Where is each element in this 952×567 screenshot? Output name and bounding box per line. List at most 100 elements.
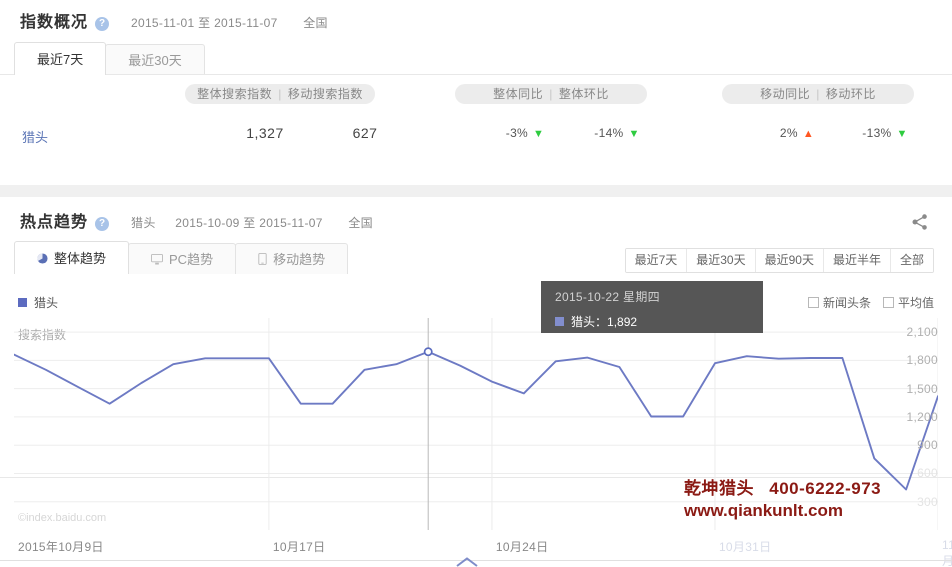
chart-highlight-point — [423, 347, 433, 357]
range-last-half-year[interactable]: 最近半年 — [823, 249, 891, 272]
value-mobile-mom: -13% ▼ — [830, 126, 940, 140]
chart-series-line — [14, 350, 938, 491]
help-icon[interactable]: ? — [95, 17, 110, 31]
trend-chart-svg[interactable] — [14, 318, 938, 530]
trend-title: 热点趋势 — [20, 214, 89, 231]
overview-tab-divider — [0, 74, 952, 75]
col-sep-3: | — [816, 87, 820, 101]
bottom-divider — [0, 560, 952, 561]
trend-tabs: 整体趋势 PC趋势 移动趋势 — [14, 241, 349, 276]
x-tick-label: 10月17日 — [272, 540, 326, 554]
chart-tooltip: 2015-10-22 星期四 猎头：1,892 — [541, 281, 763, 333]
value-mobile-search-index: 627 — [352, 125, 378, 141]
panel-gap — [0, 185, 952, 197]
tab-overall-trend-label: 整体趋势 — [54, 251, 107, 266]
checkbox-box-icon — [807, 297, 819, 308]
col-overall-search-index: 整体搜索指数 — [197, 87, 273, 101]
y-tick-label: 1,500 — [906, 381, 938, 396]
value-overall-mom-text: -14% — [594, 126, 624, 140]
tooltip-color-swatch — [555, 317, 564, 326]
col-mobile-mom: 移动环比 — [825, 87, 876, 101]
value-overall-search-index: 1,327 — [246, 125, 284, 141]
y-tick-label: 1,800 — [906, 353, 938, 368]
checkbox-average-label: 平均值 — [897, 296, 934, 310]
col-overall-yoy: 整体同比 — [493, 87, 544, 101]
chevron-up-icon[interactable] — [455, 556, 479, 567]
col-sep-1: | — [278, 87, 282, 101]
overview-panel: 指数概况 ? 2015-11-01 至 2015-11-07 全国 最近7天 最… — [0, 0, 952, 185]
tab-last-7-days[interactable]: 最近7天 — [14, 42, 107, 75]
col-overall-mom: 整体环比 — [558, 87, 609, 101]
trend-tab-divider — [0, 477, 952, 478]
help-icon[interactable]: ? — [95, 217, 110, 231]
tooltip-value-row: 猎头：1,892 — [555, 313, 749, 330]
overview-region: 全国 — [303, 16, 328, 30]
value-mobile-yoy: 2% ▲ — [742, 126, 852, 140]
checkbox-box-icon — [882, 297, 894, 308]
x-tick-label: 2015年10月9日 — [18, 540, 104, 554]
y-tick-label: 900 — [917, 438, 938, 453]
arrow-down-icon: ▼ — [628, 128, 640, 140]
y-tick-label: 1,200 — [906, 409, 938, 424]
checkbox-news-headline-label: 新闻头条 — [822, 296, 871, 310]
x-tick-label: 10月24日 — [495, 540, 549, 554]
y-tick-label: 2,100 — [906, 325, 938, 340]
overview-header: 指数概况 ? 2015-11-01 至 2015-11-07 全国 — [20, 8, 328, 32]
site-watermark-line2: www.qiankunlt.com — [684, 501, 843, 521]
chart-checkbox-group: 新闻头条 平均值 — [807, 294, 934, 311]
site-watermark: 乾坤猎头 400-6222-973 www.qiankunlt.com — [684, 478, 881, 523]
arrow-down-icon: ▼ — [533, 128, 545, 140]
overview-tabs: 最近7天 最近30天 — [14, 42, 205, 75]
checkbox-average[interactable]: 平均值 — [882, 294, 934, 311]
checkbox-news-headline[interactable]: 新闻头条 — [807, 294, 871, 311]
trend-chart[interactable] — [14, 318, 938, 530]
overview-meta: 2015-11-01 至 2015-11-07 全国 — [131, 14, 328, 31]
arrow-up-icon: ▲ — [802, 128, 815, 140]
chart-legend[interactable]: 猎头 — [18, 294, 58, 311]
y-tick-label: 600 — [917, 466, 938, 481]
range-last-90-days[interactable]: 最近90天 — [755, 249, 824, 272]
range-last-7-days[interactable]: 最近7天 — [625, 249, 688, 272]
chart-gridlines — [14, 331, 938, 503]
col-sep-2: | — [549, 87, 553, 101]
col-group-search-index: 整体搜索指数 | 移动搜索指数 — [185, 84, 375, 104]
tab-pc-trend-label: PC趋势 — [169, 252, 214, 267]
range-all[interactable]: 全部 — [890, 249, 933, 272]
value-overall-yoy-text: -3% — [505, 126, 529, 140]
baidu-watermark: ©index.baidu.com — [18, 512, 107, 524]
page-title: 指数概况 — [20, 14, 89, 31]
tab-overall-trend[interactable]: 整体趋势 — [14, 241, 130, 276]
trend-header: 热点趋势 ? 猎头 2015-10-09 至 2015-11-07 全国 — [20, 208, 373, 232]
legend-label: 猎头 — [34, 296, 59, 310]
x-tick-label: 10月31日 — [718, 540, 772, 554]
share-icon[interactable] — [910, 212, 934, 236]
legend-color-swatch — [18, 298, 27, 307]
trend-date-range: 2015-10-09 至 2015-11-07 — [175, 216, 323, 230]
value-overall-mom: -14% ▼ — [562, 126, 672, 140]
mobile-icon — [258, 245, 267, 276]
tab-mobile-trend-label: 移动趋势 — [273, 252, 326, 267]
tooltip-value: 1,892 — [607, 315, 638, 329]
arrow-down-icon: ▼ — [896, 128, 908, 140]
tab-last-30-days[interactable]: 最近30天 — [105, 44, 205, 75]
keyword-link[interactable]: 猎头 — [22, 130, 49, 145]
trend-range-buttons: 最近7天 最近30天 最近90天 最近半年 全部 — [624, 248, 934, 273]
y-axis-caption: 搜索指数 — [18, 328, 67, 342]
tab-mobile-trend[interactable]: 移动趋势 — [235, 243, 349, 276]
range-last-30-days[interactable]: 最近30天 — [687, 249, 756, 272]
tooltip-colon: ： — [595, 315, 608, 329]
col-group-mobile-change: 移动同比 | 移动环比 — [722, 84, 914, 104]
y-tick-label: 300 — [917, 494, 938, 509]
value-mobile-yoy-text: 2% — [779, 126, 798, 140]
pie-chart-icon — [37, 243, 48, 276]
value-mobile-mom-text: -13% — [862, 126, 892, 140]
tooltip-date: 2015-10-22 星期四 — [555, 290, 660, 304]
site-watermark-name: 乾坤猎头 — [684, 479, 754, 498]
site-watermark-line1: 乾坤猎头 400-6222-973 — [684, 478, 881, 500]
site-watermark-phone: 400-6222-973 — [769, 479, 882, 498]
tab-pc-trend[interactable]: PC趋势 — [128, 243, 237, 274]
col-group-overall-change: 整体同比 | 整体环比 — [455, 84, 647, 104]
tooltip-series-label: 猎头 — [571, 315, 596, 329]
trend-meta: 猎头 2015-10-09 至 2015-11-07 全国 — [131, 214, 373, 231]
